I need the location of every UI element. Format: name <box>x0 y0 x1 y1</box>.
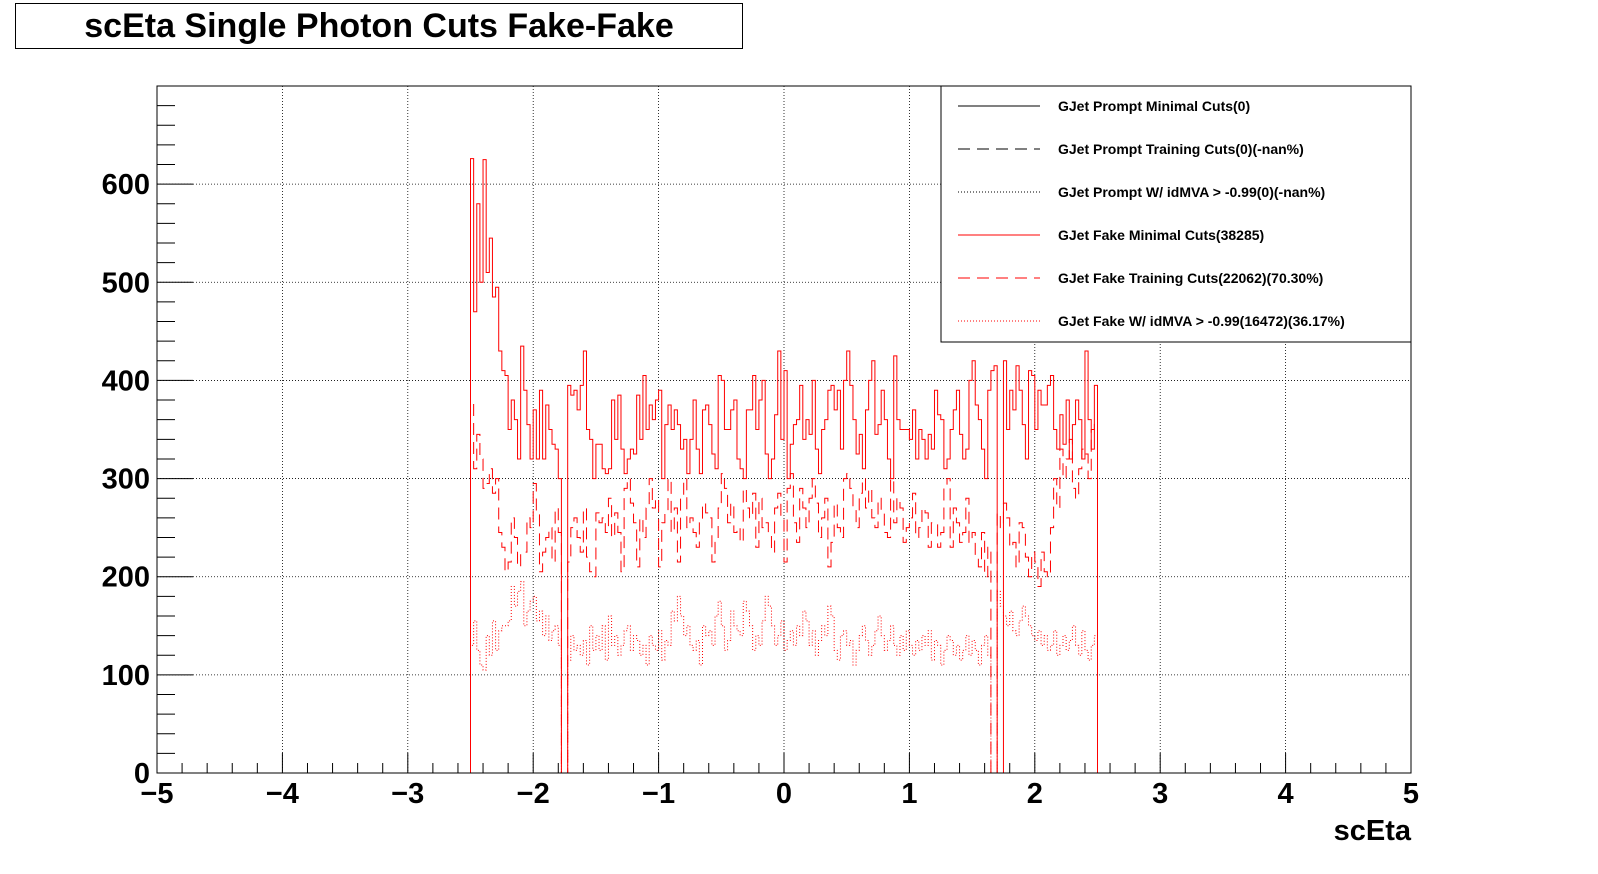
x-tick-label: −2 <box>517 778 550 810</box>
y-tick-label: 300 <box>102 464 150 496</box>
series-dashed-4 <box>470 399 1098 774</box>
series-solid-3 <box>470 158 1098 774</box>
y-tick-label: 400 <box>102 365 150 397</box>
tick-labels: −5 −4 −3 −2 −1 0 1 2 3 4 5 0 100 200 300 400 500 600 <box>102 169 1419 810</box>
x-tick-label: 5 <box>1403 778 1419 810</box>
legend-entry: GJet Prompt Training Cuts(0)(-nan%) <box>1058 141 1304 157</box>
x-tick-label: 0 <box>776 778 792 810</box>
legend: GJet Prompt Minimal Cuts(0) GJet Prompt T… <box>940 85 1412 343</box>
x-tick-label: −4 <box>266 778 299 810</box>
legend-entry: GJet Prompt Minimal Cuts(0) <box>1058 98 1250 114</box>
legend-entry: GJet Fake W/ idMVA > -0.99(16472)(36.17%… <box>1058 313 1345 329</box>
y-tick-label: 600 <box>102 169 150 201</box>
x-axis-label: scEta <box>1334 815 1412 847</box>
y-tick-label: 500 <box>102 267 150 299</box>
axis-ticks <box>156 85 1412 774</box>
legend-entry: GJet Fake Training Cuts(22062)(70.30%) <box>1058 270 1323 286</box>
legend-entry: GJet Prompt W/ idMVA > -0.99(0)(-nan%) <box>1058 184 1325 200</box>
x-tick-label: −5 <box>140 778 173 810</box>
x-tick-label: −3 <box>391 778 424 810</box>
x-tick-label: 1 <box>901 778 917 810</box>
x-tick-label: −1 <box>642 778 675 810</box>
y-tick-label: 0 <box>134 758 150 790</box>
y-tick-label: 200 <box>102 562 150 594</box>
legend-entry: GJet Fake Minimal Cuts(38285) <box>1058 227 1264 243</box>
legend-box <box>940 85 1412 343</box>
x-tick-label: 3 <box>1152 778 1168 810</box>
chart-title: scEta Single Photon Cuts Fake-Fake <box>84 6 674 45</box>
x-tick-label: 2 <box>1027 778 1043 810</box>
y-tick-label: 100 <box>102 660 150 692</box>
x-tick-label: 4 <box>1278 778 1294 810</box>
chart-title-box: scEta Single Photon Cuts Fake-Fake <box>15 3 743 49</box>
